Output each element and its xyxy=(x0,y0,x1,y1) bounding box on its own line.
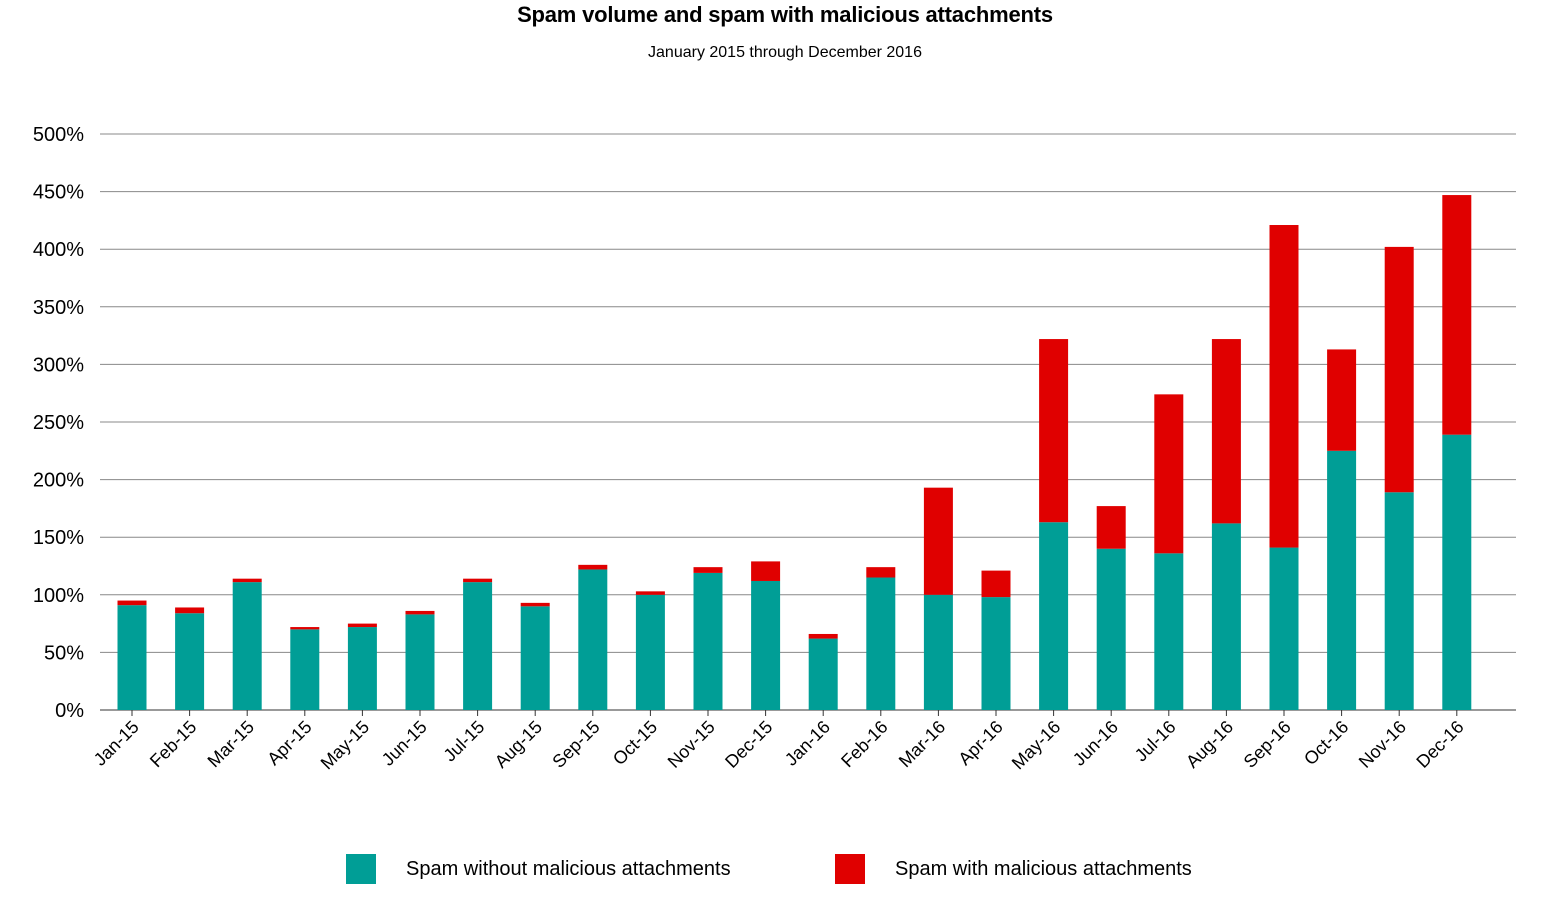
bar-segment-with-malicious xyxy=(635,591,665,595)
x-tick-label: Nov-16 xyxy=(1355,717,1410,772)
x-tick-label: Jun-15 xyxy=(378,717,431,770)
bar-segment-with-malicious xyxy=(866,567,896,578)
x-tick-label: May-15 xyxy=(317,717,374,774)
bar-segment-with-malicious xyxy=(578,564,608,570)
x-tick-label: Oct-15 xyxy=(609,717,661,769)
legend-item-with-malicious: Spam with malicious attachments xyxy=(835,853,1192,885)
bar-segment-without-malicious xyxy=(635,594,665,710)
x-tick-label: Apr-16 xyxy=(954,717,1006,769)
legend-item-without-malicious: Spam without malicious attachments xyxy=(346,853,731,885)
chart-title: Spam volume and spam with malicious atta… xyxy=(517,2,1053,27)
bar-segment-without-malicious xyxy=(175,613,205,710)
x-tick-label: Aug-15 xyxy=(491,717,546,772)
bar-segment-with-malicious xyxy=(175,607,205,614)
bar-segment-with-malicious xyxy=(751,561,781,581)
bar-segment-without-malicious xyxy=(981,597,1011,710)
bar-segment-with-malicious xyxy=(808,633,838,639)
bar-segment-without-malicious xyxy=(693,572,723,710)
y-tick-label: 350% xyxy=(33,297,84,319)
y-tick-label: 150% xyxy=(33,527,84,549)
bar-segment-with-malicious xyxy=(463,578,493,583)
bar-segment-with-malicious xyxy=(1384,246,1414,493)
bar-segment-without-malicious xyxy=(520,606,550,710)
x-tick-label: Sep-16 xyxy=(1240,717,1295,772)
legend-swatch-red xyxy=(835,854,865,884)
bar-segment-with-malicious xyxy=(405,610,435,615)
x-tick-label: Jan-15 xyxy=(90,717,143,770)
x-tick-label: Dec-16 xyxy=(1412,717,1467,772)
bar-segment-without-malicious xyxy=(1269,547,1299,710)
bar-segment-without-malicious xyxy=(1039,522,1069,710)
bar-segment-without-malicious xyxy=(463,582,493,710)
bar-segment-without-malicious xyxy=(808,638,838,710)
bar-segment-without-malicious xyxy=(866,577,896,710)
y-tick-label: 500% xyxy=(33,124,84,146)
bar-segment-with-malicious xyxy=(923,487,953,595)
legend-label: Spam without malicious attachments xyxy=(406,857,731,880)
bar-segment-with-malicious xyxy=(520,602,550,607)
y-tick-label: 450% xyxy=(33,182,84,204)
y-tick-label: 0% xyxy=(55,700,84,722)
bar-segment-without-malicious xyxy=(751,580,781,710)
bar-segment-without-malicious xyxy=(347,627,377,710)
x-tick-label: May-16 xyxy=(1008,717,1065,774)
y-tick-label: 200% xyxy=(33,470,84,492)
bar-segment-with-malicious xyxy=(1269,225,1299,548)
x-tick-label: Jul-16 xyxy=(1131,717,1180,766)
x-axis-ticks: Jan-15 Feb-15 Mar-15 Apr-15 May-15 Jun-15 Jul-… xyxy=(90,710,1468,773)
bar-segment-without-malicious xyxy=(290,629,320,710)
bar-segment-with-malicious xyxy=(1442,195,1472,435)
x-tick-label: Oct-16 xyxy=(1300,717,1352,769)
bar-segment-without-malicious xyxy=(1154,553,1184,710)
gridlines xyxy=(100,133,1516,711)
legend: Spam without malicious attachments Spam … xyxy=(0,853,1551,885)
bar-segment-without-malicious xyxy=(232,582,262,710)
bar-segment-without-malicious xyxy=(117,605,147,710)
legend-swatch-teal xyxy=(346,854,376,884)
x-tick-label: Feb-16 xyxy=(837,717,891,771)
x-tick-label: Jul-15 xyxy=(440,717,489,766)
y-axis-ticks: 0% 50% 100% 150% 200% 250% 300% 350% 400% 450% 500… xyxy=(33,124,84,722)
x-tick-label: Dec-15 xyxy=(721,717,776,772)
x-tick-label: Jun-16 xyxy=(1069,717,1122,770)
x-tick-label: Feb-15 xyxy=(146,717,200,771)
x-tick-label: Aug-16 xyxy=(1182,717,1237,772)
x-tick-label: Apr-15 xyxy=(263,717,315,769)
x-tick-label: Mar-15 xyxy=(204,717,258,771)
bar-segment-without-malicious xyxy=(1442,434,1472,710)
bar-segment-without-malicious xyxy=(1096,548,1126,710)
bar-segment-without-malicious xyxy=(578,569,608,710)
legend-label: Spam with malicious attachments xyxy=(895,857,1192,880)
bar-segment-with-malicious xyxy=(1327,349,1357,451)
bars xyxy=(117,195,1472,710)
bar-segment-with-malicious xyxy=(232,578,262,583)
y-tick-label: 100% xyxy=(33,585,84,607)
x-tick-label: Sep-15 xyxy=(548,717,603,772)
bar-segment-with-malicious xyxy=(1096,506,1126,549)
y-tick-label: 250% xyxy=(33,412,84,434)
y-tick-label: 400% xyxy=(33,239,84,261)
bar-segment-with-malicious xyxy=(290,627,320,630)
x-tick-label: Nov-15 xyxy=(664,717,719,772)
bar-segment-with-malicious xyxy=(981,570,1011,598)
bar-segment-without-malicious xyxy=(1211,523,1241,710)
bar-segment-with-malicious xyxy=(117,600,147,606)
bar-segment-with-malicious xyxy=(693,567,723,573)
y-tick-label: 50% xyxy=(44,642,84,664)
bar-segment-without-malicious xyxy=(1384,492,1414,710)
bar-segment-without-malicious xyxy=(923,594,953,710)
bar-segment-with-malicious xyxy=(347,623,377,628)
bar-segment-with-malicious xyxy=(1154,394,1184,554)
bar-segment-without-malicious xyxy=(405,614,435,710)
bar-segment-without-malicious xyxy=(1327,450,1357,710)
chart-subtitle: January 2015 through December 2016 xyxy=(648,44,922,61)
bar-segment-with-malicious xyxy=(1211,339,1241,524)
bar-segment-with-malicious xyxy=(1039,339,1069,523)
x-tick-label: Jan-16 xyxy=(781,717,834,770)
x-tick-label: Mar-16 xyxy=(895,717,949,771)
y-tick-label: 300% xyxy=(33,354,84,376)
